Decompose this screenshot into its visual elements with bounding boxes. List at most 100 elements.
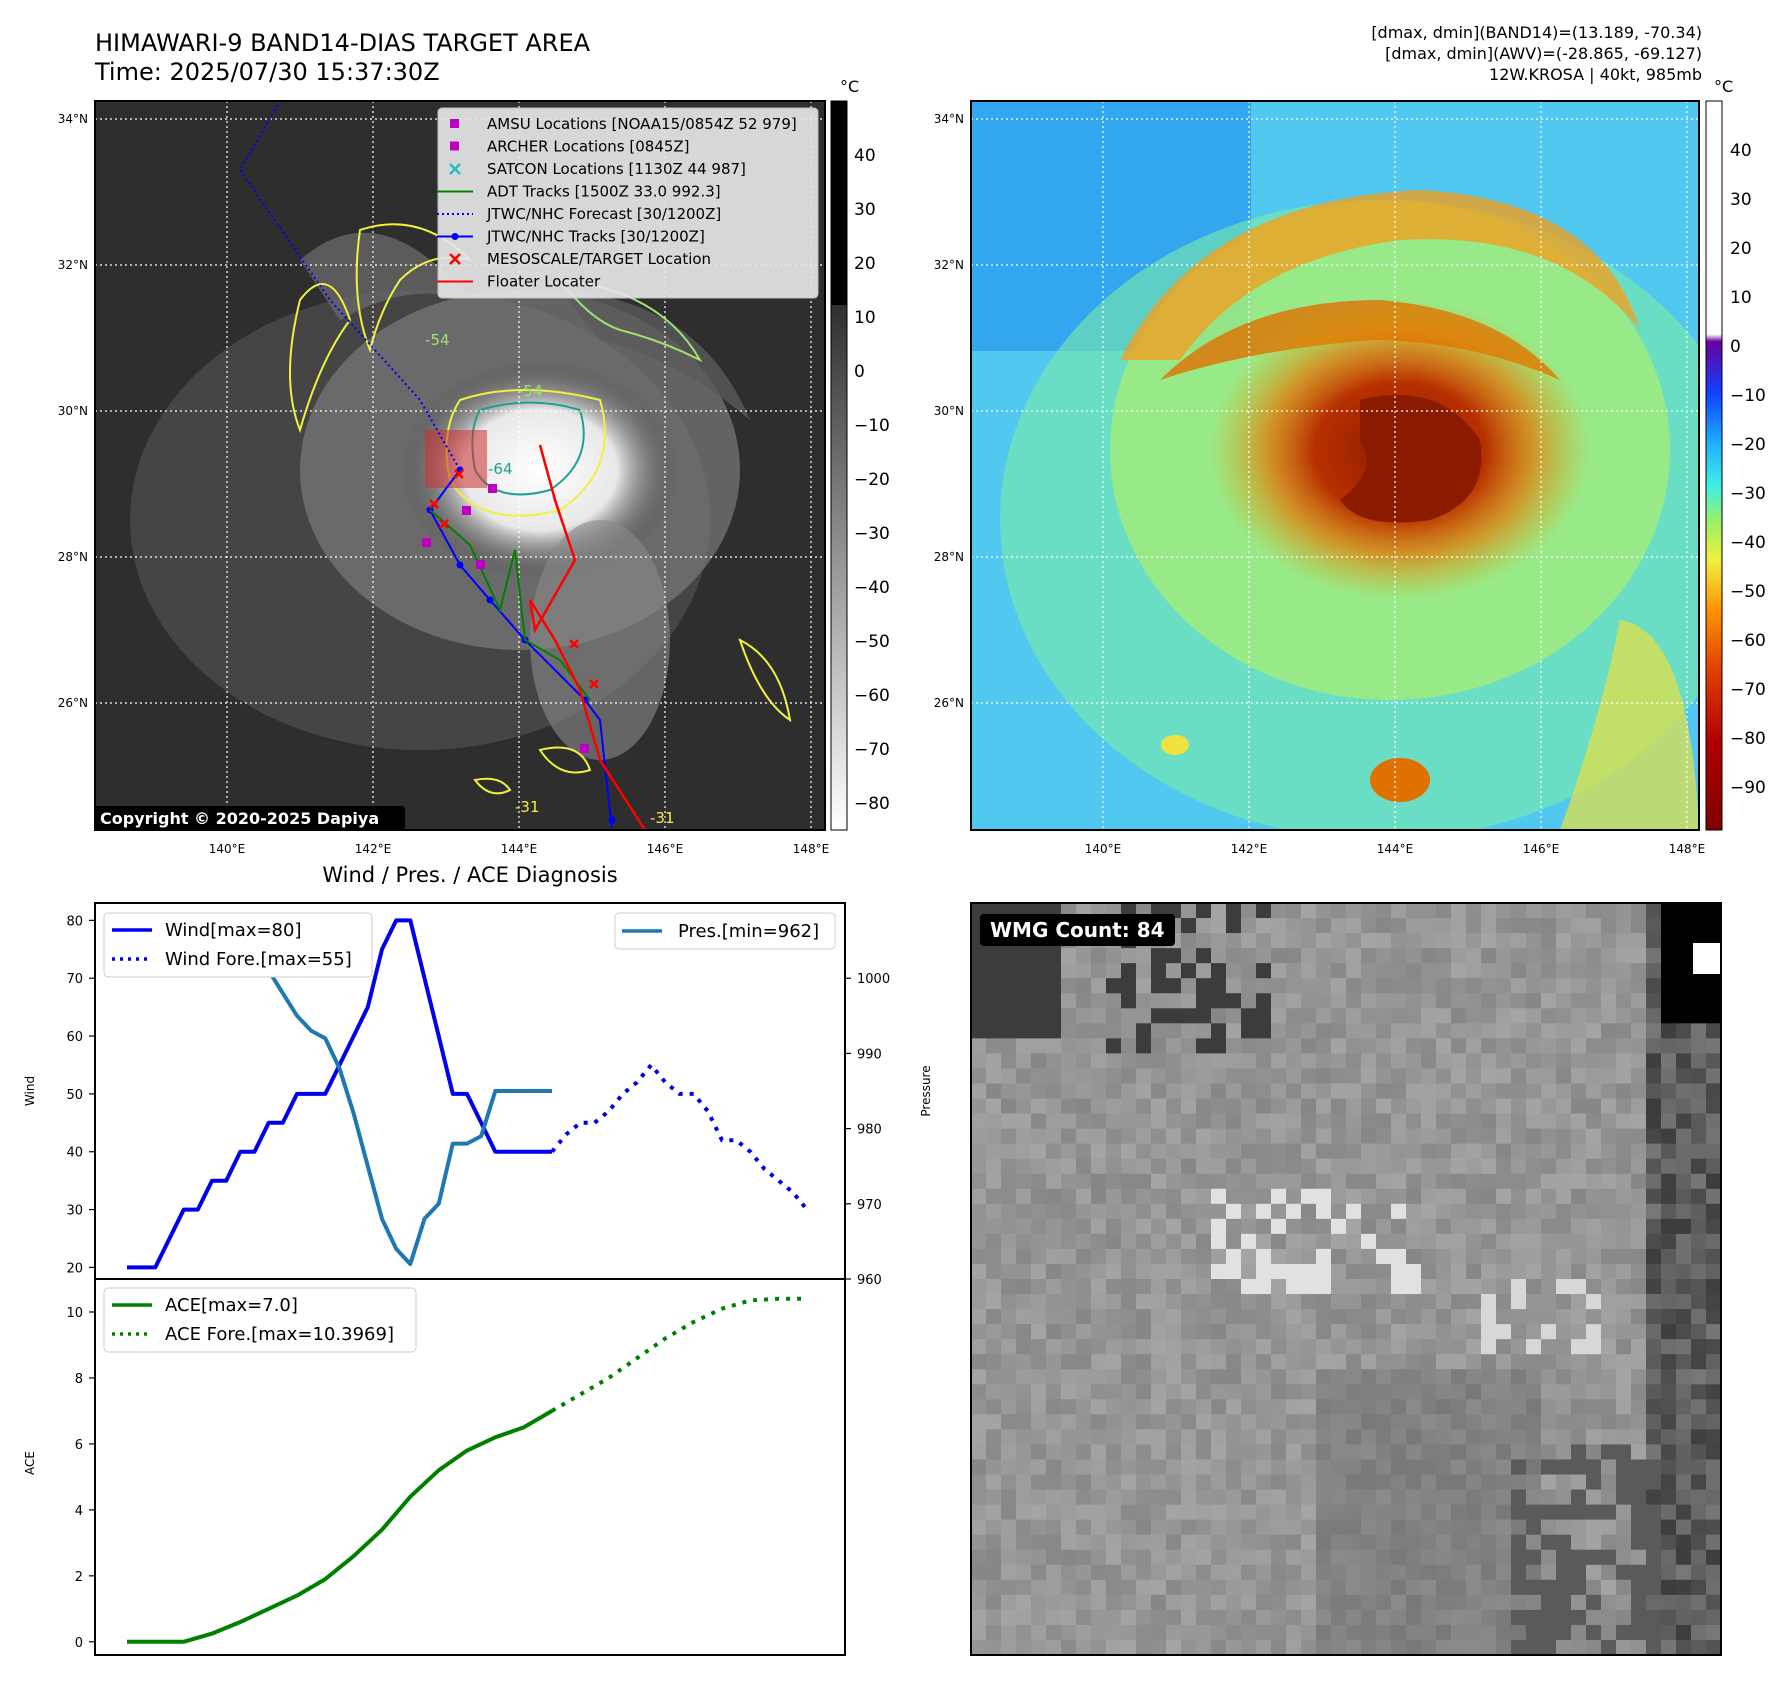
svg-text:ACE Fore.[max=10.3969]: ACE Fore.[max=10.3969]: [165, 1324, 394, 1345]
svg-text:146°E: 146°E: [1523, 842, 1560, 856]
wind-pres-ytick-right-label: 1000: [857, 972, 890, 987]
ace-axis-label: ACE: [23, 1451, 37, 1475]
svg-text:10: 10: [854, 308, 876, 328]
legend-label: MESOSCALE/TARGET Location: [487, 250, 711, 268]
svg-text:−80: −80: [854, 794, 890, 814]
ir-colorbar: °C 40 30 20 10 0 −10 −20 −30 −40 −50 −60…: [830, 77, 890, 831]
awv-gridlines: [971, 101, 1699, 830]
wind-pres-ytick-label: 20: [66, 1261, 83, 1276]
copyright-badge: Copyright © 2020-2025 Dapiya: [95, 806, 405, 830]
svg-text:−20: −20: [854, 470, 890, 490]
ace-ytick-label: 0: [75, 1636, 83, 1651]
awv-colorbar: °C 40 30 20 10 0 −10 −20 −30 −40 −50 −60…: [1705, 77, 1766, 831]
ace-ytick-label: 6: [75, 1438, 83, 1453]
wind-pres-ytick-label: 50: [66, 1088, 83, 1103]
svg-text:144°E: 144°E: [1377, 842, 1414, 856]
svg-text:30: 30: [1730, 190, 1752, 210]
wind-pres-ytick-label: 70: [66, 972, 83, 987]
wmg-panel: WMG Count: 84: [970, 902, 1722, 1656]
legend-label: ARCHER Locations [0845Z]: [487, 138, 690, 156]
ir-colorbar-unit: °C: [840, 77, 859, 96]
awv-imagery: [971, 101, 1699, 830]
svg-text:28°N: 28°N: [58, 550, 88, 564]
svg-text:142°E: 142°E: [355, 842, 392, 856]
svg-text:−40: −40: [854, 578, 890, 598]
ir-lat-labels: 34°N 32°N 30°N 28°N 26°N: [58, 112, 88, 710]
svg-text:0: 0: [854, 362, 865, 382]
svg-text:26°N: 26°N: [934, 696, 964, 710]
floater-track: [528, 444, 647, 830]
wind-pres-ytick-right-label: 980: [857, 1123, 882, 1138]
svg-text:−50: −50: [854, 632, 890, 652]
ace-ytick-label: 4: [75, 1504, 83, 1519]
svg-text:-54: -54: [518, 382, 543, 400]
legend-marker-square: [450, 141, 459, 151]
svg-text:Wind[max=80]: Wind[max=80]: [165, 920, 302, 941]
map-legend: AMSU Locations [NOAA15/0854Z 52 979] ARCH…: [437, 107, 819, 299]
ir-colorbar-ticks: 40 30 20 10 0 −10 −20 −30 −40 −50 −60 −7…: [854, 146, 890, 814]
ace-ytick-label: 8: [75, 1372, 83, 1387]
svg-text:−90: −90: [1730, 778, 1766, 798]
wind-pres-ytick-label: 30: [66, 1204, 83, 1219]
wind-pres-ytick-right-label: 970: [857, 1198, 882, 1213]
jtwc-track: [428, 469, 613, 830]
svg-text:−80: −80: [1730, 729, 1766, 749]
svg-text:148°E: 148°E: [793, 842, 830, 856]
wind-legend: Wind[max=80] Wind Fore.[max=55]: [103, 912, 373, 978]
svg-text:−70: −70: [854, 740, 890, 760]
svg-text:146°E: 146°E: [647, 842, 684, 856]
target-markers: [429, 469, 599, 689]
wmg-white-block: [1693, 943, 1720, 974]
awv-colorbar-unit: °C: [1714, 77, 1733, 96]
ace-ytick-label: 2: [75, 1570, 83, 1585]
svg-text:−60: −60: [1730, 631, 1766, 651]
ir-cloud-imagery: [130, 223, 792, 795]
svg-text:−10: −10: [1730, 386, 1766, 406]
svg-text:40: 40: [854, 146, 876, 166]
legend-marker-dot: [451, 233, 459, 240]
svg-text:40: 40: [1730, 141, 1752, 161]
legend-label: SATCON Locations [1130Z 44 987]: [487, 160, 746, 178]
svg-text:32°N: 32°N: [934, 258, 964, 272]
svg-text:ACE[max=7.0]: ACE[max=7.0]: [165, 1295, 298, 1316]
adt-track: [429, 509, 591, 701]
legend-marker-square: [450, 119, 459, 128]
svg-text:-64: -64: [488, 460, 513, 478]
ace-series-ace-fore: [550, 1296, 807, 1413]
svg-text:-54: -54: [425, 331, 450, 349]
ir-tracks: [238, 101, 647, 830]
wind-pres-ytick-label: 80: [66, 914, 83, 929]
svg-text:−50: −50: [1730, 582, 1766, 602]
wind-pres-ytick-label: 40: [66, 1146, 83, 1161]
amsu-markers: [422, 484, 589, 753]
ace-ytick-label: 10: [66, 1306, 83, 1321]
legend-marker-x: [449, 253, 461, 265]
wmg-count-label: WMG Count: 84: [990, 918, 1165, 942]
svg-text:10: 10: [1730, 288, 1752, 308]
svg-text:Wind Fore.[max=55]: Wind Fore.[max=55]: [165, 949, 352, 970]
wind-pres-ytick-right-label: 960: [857, 1273, 882, 1288]
svg-text:30: 30: [854, 200, 876, 220]
legend-label: Floater Locater: [487, 273, 601, 291]
svg-text:−10: −10: [854, 416, 890, 436]
awv-colorbar-ticks: 40 30 20 10 0 −10 −20 −30 −40 −50 −60 −7…: [1730, 141, 1766, 798]
ace-panel: 0 2 4 6 8 10 ACE ACE[max=7.0] ACE Fore.[max=1…: [23, 1278, 846, 1656]
legend-marker-x: [449, 163, 461, 175]
wind-axis-label: Wind: [23, 1076, 37, 1106]
svg-text:-31: -31: [650, 809, 675, 827]
svg-text:140°E: 140°E: [1085, 842, 1122, 856]
awv-lat-labels: 34°N 32°N 30°N 28°N 26°N: [934, 112, 964, 710]
legend-label: ADT Tracks [1500Z 33.0 992.3]: [487, 183, 721, 201]
figure-time: Time: 2025/07/30 15:37:30Z: [94, 58, 440, 86]
wind-pres-series-wind-fore: [550, 1063, 809, 1211]
svg-text:−40: −40: [1730, 533, 1766, 553]
wind-pres-panel: 20 30 40 50 60 70 80 960 970 980 990 1000 Wind Pres…: [23, 902, 933, 1288]
svg-text:32°N: 32°N: [58, 258, 88, 272]
svg-text:30°N: 30°N: [58, 404, 88, 418]
svg-text:34°N: 34°N: [934, 112, 964, 126]
svg-text:26°N: 26°N: [58, 696, 88, 710]
wind-pres-ytick-right-label: 990: [857, 1047, 882, 1062]
svg-text:−20: −20: [1730, 435, 1766, 455]
svg-text:−70: −70: [1730, 680, 1766, 700]
